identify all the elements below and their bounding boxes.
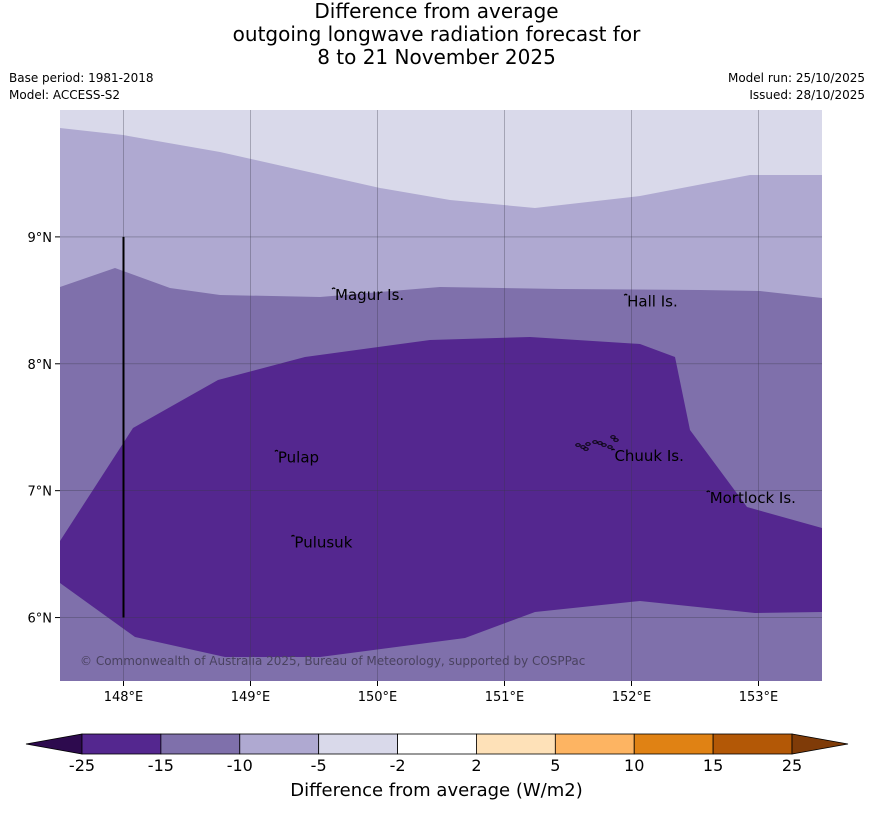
lat-tick-label: 6°N bbox=[28, 612, 53, 627]
model-name: Model: ACCESS-S2 bbox=[9, 88, 121, 102]
colorbar-tick-label: 25 bbox=[781, 756, 803, 775]
chuuk-islets bbox=[575, 435, 619, 451]
island-outline bbox=[274, 449, 279, 452]
colorbar-segment bbox=[476, 733, 556, 755]
colorbar-tick-label: -25 bbox=[68, 756, 96, 775]
islet bbox=[585, 442, 591, 446]
place-labels: Magur Is. Hall Is. Pulap Chuuk Is. Mortlock … bbox=[274, 286, 796, 551]
colorbar-segment bbox=[160, 733, 241, 755]
islet bbox=[597, 441, 603, 445]
islet bbox=[601, 443, 607, 447]
place-label: Chuuk Is. bbox=[614, 447, 683, 465]
islet bbox=[592, 440, 598, 444]
lon-tick-label: 152°E bbox=[612, 690, 652, 705]
place-label: Magur Is. bbox=[335, 286, 404, 304]
colorbar-segment bbox=[397, 733, 477, 755]
islet bbox=[575, 443, 581, 447]
longitude-ticks: 148°E 149°E 150°E 151°E 152°E 153°E bbox=[104, 681, 779, 705]
colorbar-segment bbox=[81, 733, 162, 755]
place-label: Pulusuk bbox=[294, 533, 352, 551]
place-label: Mortlock Is. bbox=[710, 489, 796, 507]
title-line-1: Difference from average bbox=[314, 0, 559, 23]
colorbar-tick-label: 10 bbox=[624, 756, 645, 775]
island-outline bbox=[610, 448, 616, 451]
colorbar-segment bbox=[554, 733, 635, 755]
colorbar-tick-label: -5 bbox=[310, 756, 327, 775]
latitude-ticks: 9°N 8°N 7°N 6°N bbox=[28, 231, 60, 627]
title-line-3: 8 to 21 November 2025 bbox=[317, 45, 556, 69]
lon-tick-label: 149°E bbox=[231, 690, 271, 705]
islet bbox=[607, 445, 613, 449]
lat-tick-label: 9°N bbox=[28, 231, 53, 246]
island-outline bbox=[331, 287, 336, 290]
island-outline bbox=[623, 293, 628, 296]
contour-layer bbox=[60, 110, 822, 681]
place-label: Hall Is. bbox=[627, 292, 678, 310]
lon-tick-label: 150°E bbox=[358, 690, 398, 705]
lon-tick-label: 151°E bbox=[485, 690, 525, 705]
title-line-2: outgoing longwave radiation forecast for bbox=[232, 22, 641, 46]
lon-tick-label: 148°E bbox=[104, 690, 144, 705]
colorbar-tick-label: 5 bbox=[550, 756, 561, 775]
copyright-notice: © Commonwealth of Australia 2025, Bureau… bbox=[80, 654, 585, 668]
colorbar-segment bbox=[712, 733, 793, 755]
islet bbox=[583, 447, 589, 451]
colorbar-segment bbox=[318, 733, 398, 755]
model-run: Model run: 25/10/2025 bbox=[727, 71, 865, 85]
colorbar-tick-label: -2 bbox=[389, 756, 406, 775]
lat-tick-label: 8°N bbox=[28, 358, 53, 373]
lat-tick-label: 7°N bbox=[28, 485, 53, 500]
islet bbox=[613, 438, 619, 442]
issued-date: Issued: 28/10/2025 bbox=[749, 88, 865, 102]
colorbar-segment bbox=[633, 733, 714, 755]
colorbar-tick-label: -15 bbox=[147, 756, 174, 775]
colorbar-title: Difference from average (W/m2) bbox=[290, 780, 583, 801]
island-outline bbox=[706, 490, 711, 493]
lon-tick-label: 153°E bbox=[739, 690, 779, 705]
islet bbox=[580, 445, 586, 449]
colorbar-tick-label: 15 bbox=[702, 756, 724, 775]
colorbar-segment bbox=[239, 733, 320, 755]
base-period: Base period: 1981-2018 bbox=[9, 71, 154, 85]
islet bbox=[610, 435, 616, 439]
colorbar-tick-label: -10 bbox=[226, 756, 253, 775]
colorbar-max-extension bbox=[791, 733, 849, 755]
colorbar-min-extension bbox=[25, 733, 83, 755]
place-label: Pulap bbox=[278, 448, 319, 466]
colorbar-tick-label: 2 bbox=[471, 756, 482, 775]
colorbar bbox=[25, 733, 849, 755]
island-outline bbox=[290, 534, 295, 537]
